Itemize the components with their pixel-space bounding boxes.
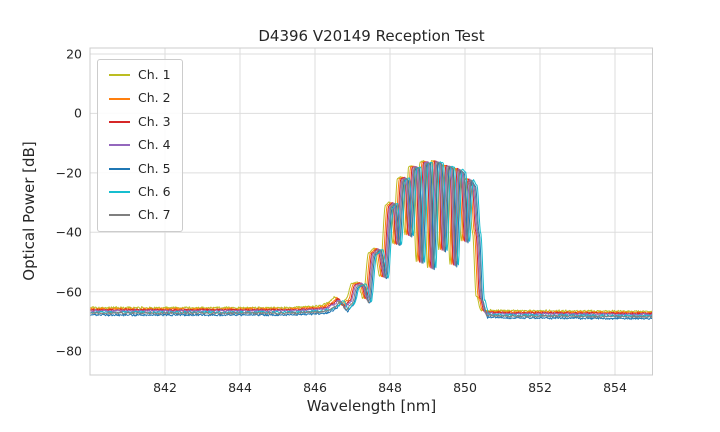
legend-item-label: Ch. 2 [138, 90, 171, 106]
legend-item-label: Ch. 7 [138, 207, 171, 223]
legend-item: Ch. 1 [109, 67, 171, 82]
series-line-1 [90, 160, 653, 313]
chart-title: D4396 V20149 Reception Test [258, 27, 485, 45]
legend-item-label: Ch. 3 [138, 113, 171, 129]
legend-swatch [109, 214, 130, 217]
legend-swatch [109, 120, 130, 123]
legend-swatch [109, 191, 130, 194]
legend: Ch. 1 Ch. 2 Ch. 3 Ch. 4 Ch. 5 Ch. 6 Ch. 7 [97, 59, 183, 232]
legend-item: Ch. 3 [109, 113, 171, 129]
legend-item-label: Ch. 4 [138, 137, 171, 153]
series-line-5 [90, 162, 653, 321]
legend-item: Ch. 6 [109, 183, 171, 199]
y-axis-label: Optical Power [dB] [20, 141, 38, 281]
legend-swatch [109, 97, 130, 100]
legend-swatch [109, 74, 130, 77]
series-line-7 [90, 161, 653, 319]
legend-swatch [109, 144, 130, 147]
legend-item: Ch. 2 [109, 90, 171, 106]
legend-swatch [109, 167, 130, 170]
legend-item-label: Ch. 6 [138, 183, 171, 199]
legend-item: Ch. 4 [109, 137, 171, 153]
series-line-4 [90, 160, 653, 316]
legend-item: Ch. 5 [109, 160, 171, 176]
legend-item-label: Ch. 5 [138, 160, 171, 176]
plot-border [89, 47, 653, 376]
x-axis-label: Wavelength [nm] [306, 397, 437, 415]
legend-item-label: Ch. 1 [138, 67, 171, 82]
legend-item: Ch. 7 [109, 207, 171, 223]
